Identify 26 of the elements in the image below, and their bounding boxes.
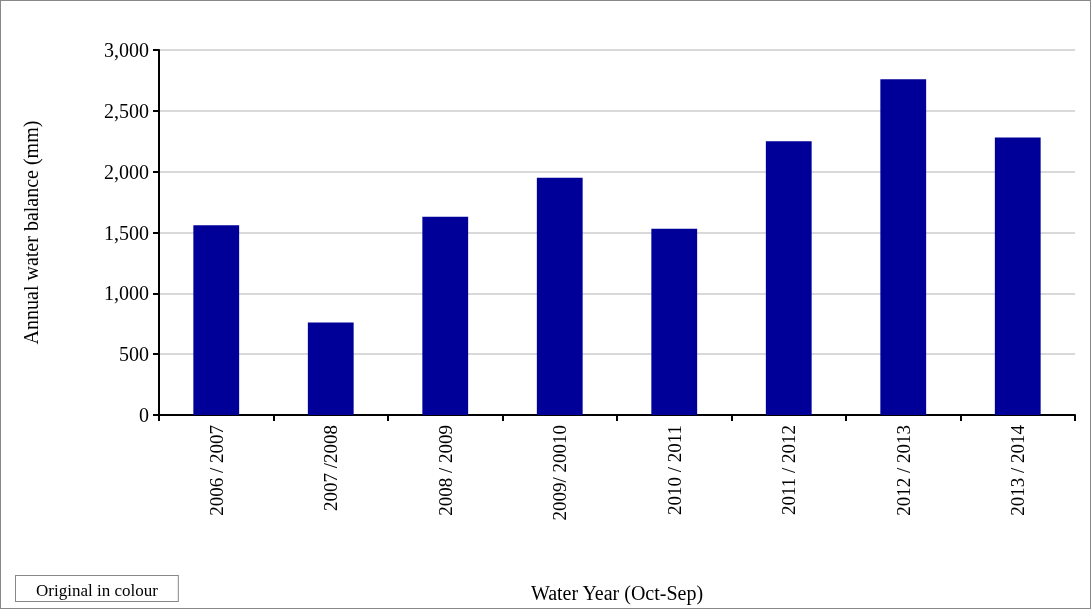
text: Original in colour [36,581,159,600]
bar [536,177,583,415]
y-tick-label: 1,000 [104,282,149,305]
x-axis-title: Water Year (Oct-Sep) [530,582,704,605]
y-tick-label: 2,000 [104,160,149,183]
bar [994,137,1041,415]
bar [651,228,698,415]
x-tick-label: 2013 / 2014 [1007,424,1029,516]
y-tick-label: 3,000 [104,39,149,61]
y-tick-label: 1,500 [104,221,149,244]
y-axis-title: Annual water balance (mm) [20,120,43,345]
bar [193,225,240,415]
bar [765,141,812,415]
y-tick-label: 0 [139,404,149,426]
bar [307,322,354,415]
x-tick-label: 2011 / 2012 [778,425,800,516]
x-tick-label: 2008 / 2009 [434,425,456,516]
x-tick-label: 2007 /2008 [320,425,342,512]
y-tick-label: 500 [119,343,149,366]
bar [422,216,469,415]
x-tick-label: 2012 / 2013 [892,425,914,516]
x-tick-label: 2009/ 20010 [549,425,571,521]
x-tick-label: 2006 / 2007 [205,425,227,516]
y-tick-label: 2,500 [104,99,149,122]
x-tick-label: 2010 / 2011 [663,425,685,516]
bar [880,79,927,415]
